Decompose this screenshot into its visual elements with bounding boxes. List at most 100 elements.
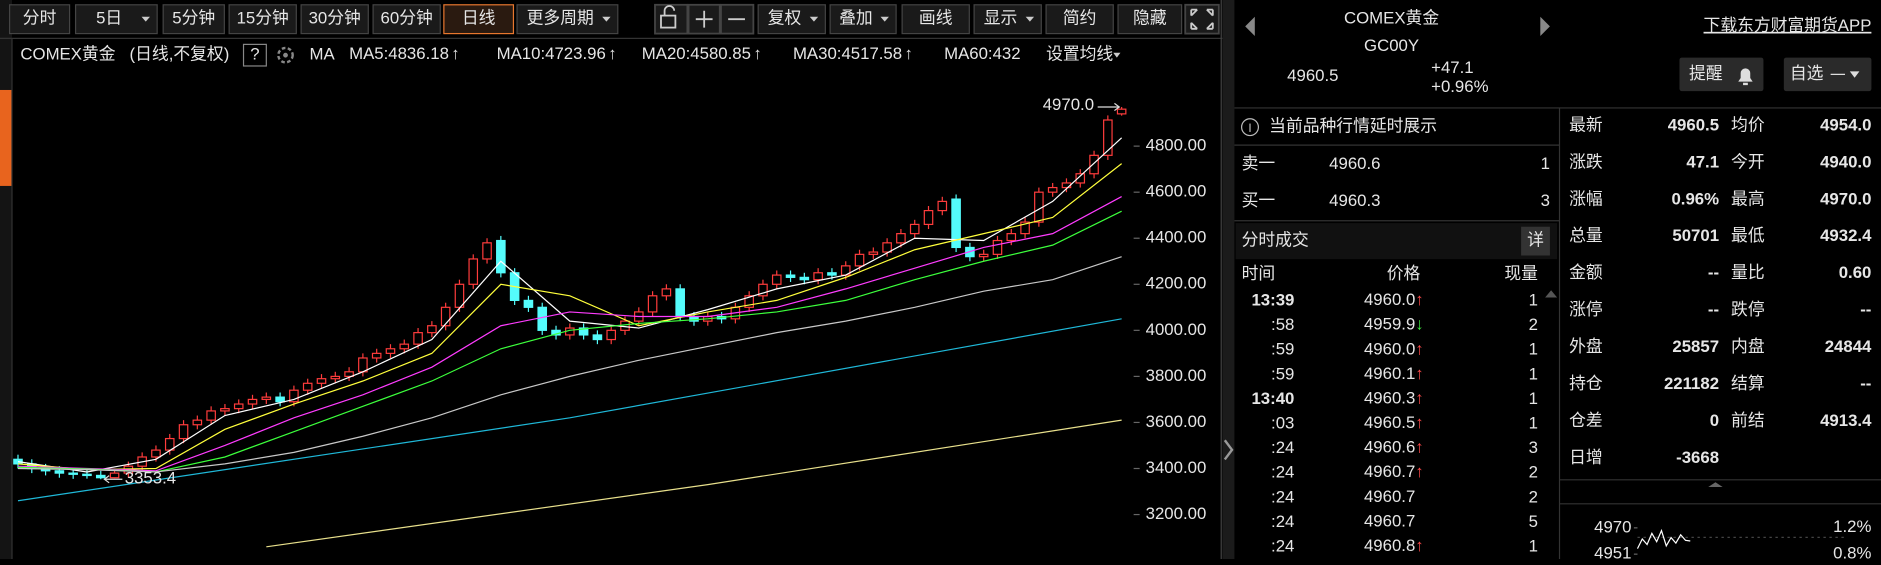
stat-label: 持仓	[1569, 374, 1603, 393]
instrument-name: COMEX黄金	[1344, 9, 1439, 28]
trade-time: :59	[1271, 340, 1294, 359]
tool-button[interactable]	[901, 4, 970, 35]
candle-body	[523, 299, 534, 308]
watch-menu-icon	[1830, 71, 1860, 78]
candle-body	[1020, 221, 1030, 235]
trade-price-value: 4960.7	[1364, 487, 1415, 506]
stat-label: 最高	[1731, 189, 1765, 208]
chart-title: COMEX黄金	[20, 45, 115, 64]
candle-body	[316, 378, 327, 384]
trade-price: 4960.5↑	[1364, 413, 1424, 432]
prev-arrow[interactable]	[1245, 16, 1255, 36]
period-button[interactable]	[74, 4, 158, 35]
candle-body	[992, 239, 1003, 255]
period-button[interactable]	[516, 4, 619, 35]
candle-body	[896, 233, 906, 244]
chart-subtitle: (日线,不复权)	[130, 45, 230, 64]
splitter[interactable]	[1222, 0, 1235, 559]
menu-caret	[880, 16, 889, 22]
stat-label: 内盘	[1731, 337, 1765, 356]
stat-value: 0.96%	[1671, 189, 1719, 208]
tool-button[interactable]	[1045, 4, 1114, 35]
candle-body	[923, 209, 934, 226]
trade-direction: ↑	[1415, 389, 1423, 408]
fullscreen-button[interactable]	[1184, 3, 1220, 35]
moving-average-line	[17, 137, 1123, 473]
scroll-up[interactable]	[1545, 290, 1558, 298]
stat-label: 总量	[1569, 226, 1603, 245]
splitter-arrow[interactable]	[1223, 439, 1234, 461]
candle-body	[578, 327, 589, 336]
legend-name: MA60:432	[944, 45, 1021, 64]
period-button[interactable]	[443, 4, 515, 35]
candle-body	[482, 242, 492, 260]
trade-direction: ↑	[1415, 438, 1423, 457]
trade-qty: 1	[1529, 291, 1538, 310]
stat-value: 4932.4	[1820, 226, 1872, 245]
candle-body	[537, 306, 548, 331]
candle-body	[758, 283, 768, 297]
candle-body	[1047, 186, 1058, 193]
trade-time: :58	[1271, 315, 1294, 334]
help-box[interactable]	[242, 43, 267, 67]
period-button[interactable]	[228, 4, 297, 35]
watch-button[interactable]	[1783, 57, 1872, 92]
candle-body	[606, 329, 617, 341]
period-button[interactable]	[300, 4, 369, 35]
collapse-tab[interactable]	[1708, 482, 1723, 488]
trade-price-value: 4960.6	[1364, 438, 1415, 457]
trade-qty: 2	[1529, 487, 1538, 506]
tool-label: 简约	[1063, 9, 1097, 28]
trade-qty: 2	[1529, 463, 1538, 482]
trade-qty: 1	[1529, 389, 1538, 408]
detail-button[interactable]	[1521, 226, 1550, 256]
period-button[interactable]	[372, 4, 441, 35]
tool-button[interactable]	[1117, 4, 1183, 35]
next-arrow[interactable]	[1540, 16, 1550, 36]
menu-caret	[809, 16, 819, 22]
stat-value: --	[1708, 300, 1719, 319]
trade-qty: 1	[1529, 340, 1538, 359]
trade-price: 4960.1↑	[1364, 364, 1424, 383]
left-tab[interactable]	[0, 89, 12, 186]
mini-y-tick-label: 4970	[1594, 517, 1631, 536]
remind-button[interactable]	[1679, 57, 1764, 92]
trade-direction: ↑	[1415, 291, 1423, 310]
legend-name: MA5:4836.18	[349, 45, 449, 64]
trade-price-value: 4960.8	[1364, 536, 1415, 555]
period-button[interactable]	[162, 4, 225, 35]
candle-body	[1075, 173, 1086, 184]
candle-body	[275, 396, 285, 403]
candle-body	[427, 325, 437, 334]
candle-body	[1116, 108, 1127, 115]
tool-label: 隐藏	[1133, 9, 1167, 28]
unlock-button[interactable]	[654, 3, 689, 35]
trade-price: 4960.7	[1364, 487, 1415, 506]
period-button[interactable]	[8, 4, 71, 35]
candle-body	[413, 332, 423, 345]
settings-gear[interactable]	[277, 46, 294, 64]
legend-entry: MA30:4517.58 ↑	[793, 45, 913, 64]
trade-direction: ↓	[1415, 315, 1423, 334]
candle-body	[206, 410, 216, 421]
help-text: ?	[250, 45, 259, 64]
lock-icon	[660, 14, 677, 29]
trade-qty: 3	[1529, 438, 1538, 457]
candle-body	[151, 449, 161, 458]
trade-price-value: 4960.1	[1364, 364, 1415, 383]
download-link[interactable]: 下载东方财富期货APP	[1704, 16, 1872, 35]
trade-qty: 5	[1529, 512, 1538, 531]
y-tick-label: 3800.00	[1146, 366, 1207, 385]
stat-value: 4960.5	[1668, 115, 1719, 134]
stat-label: 仓差	[1569, 411, 1603, 430]
ma-settings[interactable]: 设置均线	[1046, 45, 1113, 64]
legend-trend: ↑	[905, 45, 913, 64]
trade-price-value: 4960.7	[1364, 463, 1415, 482]
legend-entry: MA10:4723.96 ↑	[497, 45, 617, 64]
ma-label: MA	[310, 45, 336, 64]
stat-label: 量比	[1731, 263, 1765, 282]
trade-price-value: 4959.9	[1364, 315, 1415, 334]
orderbook-qty: 3	[1541, 191, 1550, 210]
